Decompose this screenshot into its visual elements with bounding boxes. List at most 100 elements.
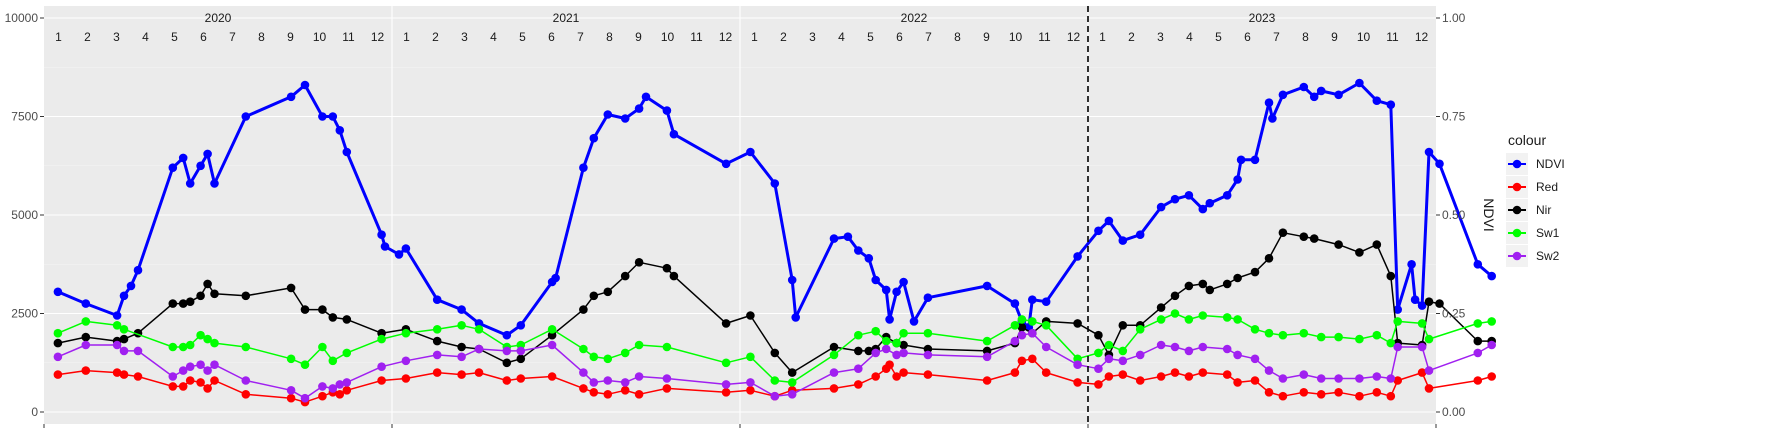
month-label: 7 bbox=[925, 30, 932, 44]
point-ndvi bbox=[335, 126, 345, 135]
point-ndvi bbox=[119, 291, 129, 301]
point-nir bbox=[119, 334, 129, 344]
point-ndvi bbox=[1278, 90, 1288, 100]
point-ndvi bbox=[318, 112, 327, 121]
point-ndvi bbox=[1407, 260, 1416, 269]
point-red bbox=[196, 378, 205, 387]
month-label: 8 bbox=[954, 30, 961, 44]
point-sw2 bbox=[871, 348, 880, 358]
point-ndvi bbox=[791, 313, 800, 322]
point-nir bbox=[603, 287, 613, 297]
point-red bbox=[81, 366, 91, 375]
point-red bbox=[1041, 368, 1051, 377]
axis-layer: 0 2500 5000 7500 10000 0.00 0.25 0.50 0.75 1.00 bbox=[5, 11, 1466, 428]
point-sw1 bbox=[923, 328, 933, 338]
point-ndvi bbox=[1073, 252, 1082, 261]
point-sw1 bbox=[1334, 332, 1343, 342]
point-ndvi bbox=[1094, 226, 1103, 236]
point-sw1 bbox=[112, 321, 122, 330]
point-red bbox=[474, 368, 484, 377]
point-red bbox=[53, 370, 63, 379]
month-label: 1 bbox=[55, 30, 62, 44]
point-nir bbox=[620, 271, 630, 281]
month-label: 2 bbox=[1128, 30, 1135, 44]
point-sw1 bbox=[318, 342, 327, 352]
point-sw1 bbox=[1118, 346, 1128, 356]
point-ndvi bbox=[1424, 147, 1434, 157]
point-nir bbox=[1198, 279, 1208, 289]
legend-label-nir: Nir bbox=[1536, 203, 1551, 217]
point-nir bbox=[1094, 330, 1103, 340]
year-label: 2020 bbox=[205, 11, 232, 25]
point-ndvi bbox=[432, 295, 442, 305]
point-sw2 bbox=[854, 364, 863, 374]
point-sw2 bbox=[1017, 330, 1027, 340]
point-red bbox=[634, 390, 644, 399]
point-sw2 bbox=[119, 346, 129, 356]
series-layer bbox=[53, 6, 1496, 424]
grid-layer bbox=[44, 6, 1436, 424]
point-sw2 bbox=[203, 366, 212, 375]
month-label: 4 bbox=[838, 30, 845, 44]
point-ndvi bbox=[1268, 114, 1277, 123]
point-sw1 bbox=[185, 340, 195, 350]
point-sw1 bbox=[178, 342, 188, 352]
point-red bbox=[547, 372, 557, 381]
point-sw1 bbox=[1156, 315, 1166, 324]
point-ndvi bbox=[843, 232, 853, 241]
point-ndvi bbox=[1334, 90, 1343, 100]
point-sw2 bbox=[579, 368, 588, 377]
point-nir bbox=[1372, 240, 1382, 249]
point-nir bbox=[1435, 299, 1444, 308]
point-ndvi bbox=[328, 112, 338, 121]
point-sw2 bbox=[899, 348, 908, 358]
point-sw2 bbox=[457, 352, 466, 362]
point-nir bbox=[286, 283, 296, 293]
point-nir bbox=[1073, 319, 1082, 328]
point-red bbox=[1184, 372, 1194, 381]
point-sw1 bbox=[899, 328, 908, 338]
point-sw2 bbox=[1010, 336, 1020, 346]
point-ndvi bbox=[1184, 191, 1194, 200]
point-nir bbox=[1205, 285, 1215, 295]
month-label: 2 bbox=[432, 30, 439, 44]
point-sw1 bbox=[1184, 315, 1194, 324]
point-sw1 bbox=[1355, 334, 1364, 344]
point-ndvi bbox=[721, 159, 731, 169]
month-label: 2 bbox=[84, 30, 91, 44]
month-label: 9 bbox=[983, 30, 990, 44]
point-sw1 bbox=[168, 342, 178, 352]
point-ndvi bbox=[899, 277, 908, 287]
legend-key-point bbox=[1512, 251, 1522, 261]
point-sw2 bbox=[53, 352, 63, 362]
month-label: 3 bbox=[1157, 30, 1164, 44]
point-ndvi bbox=[620, 114, 630, 123]
point-nir bbox=[210, 289, 219, 299]
point-red bbox=[982, 376, 992, 385]
point-sw2 bbox=[1250, 354, 1260, 364]
point-red bbox=[1355, 391, 1364, 401]
point-ndvi bbox=[787, 275, 797, 285]
month-label: 10 bbox=[1009, 30, 1023, 44]
point-ndvi bbox=[1156, 202, 1166, 212]
point-sw2 bbox=[300, 393, 310, 403]
point-sw1 bbox=[1073, 354, 1082, 364]
point-red bbox=[241, 390, 251, 399]
point-sw1 bbox=[241, 342, 251, 352]
year-label: 2022 bbox=[901, 11, 928, 25]
point-sw1 bbox=[634, 340, 644, 350]
point-sw1 bbox=[1278, 330, 1288, 340]
point-sw2 bbox=[1135, 350, 1145, 360]
point-sw2 bbox=[1424, 366, 1434, 375]
point-red bbox=[432, 368, 442, 377]
point-red bbox=[923, 370, 933, 379]
point-ndvi bbox=[1028, 295, 1037, 305]
point-red bbox=[1028, 354, 1037, 364]
point-nir bbox=[300, 305, 310, 314]
point-ndvi bbox=[1417, 301, 1427, 310]
point-sw2 bbox=[286, 386, 296, 395]
point-nir bbox=[1264, 253, 1274, 263]
point-red bbox=[1250, 376, 1260, 385]
point-ndvi bbox=[81, 299, 91, 308]
point-nir bbox=[787, 368, 797, 377]
